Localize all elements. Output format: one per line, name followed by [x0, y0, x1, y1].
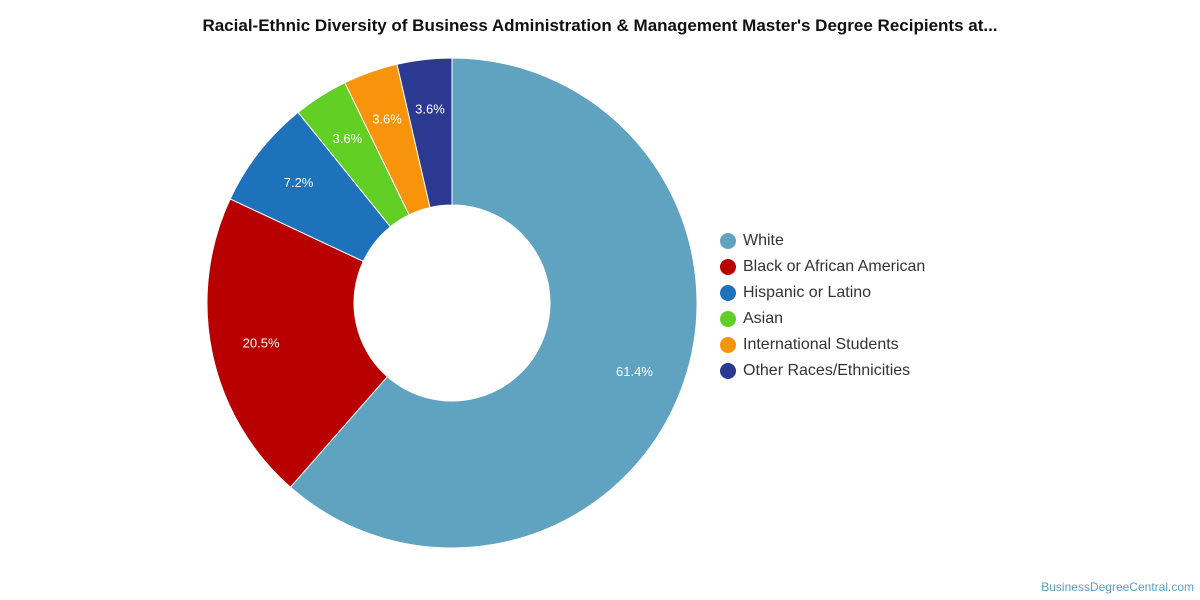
chart-legend: White Black or African American Hispanic o… [720, 228, 925, 384]
legend-item-black-or-african-american[interactable]: Black or African American [720, 254, 925, 280]
donut-slice-labels: 61.4% 20.5% 7.2% 3.6% 3.6% 3.6% [243, 102, 654, 379]
legend-item-hispanic-or-latino[interactable]: Hispanic or Latino [720, 280, 925, 306]
slice-other-races-ethnicities[interactable] [396, 57, 453, 209]
legend-swatch-icon [720, 363, 736, 379]
slice-label-asian: 3.6% [333, 131, 363, 146]
legend-label: Asian [743, 310, 784, 327]
legend-swatch-icon [720, 259, 736, 275]
legend-swatch-icon [720, 311, 736, 327]
legend-label: Black or African American [743, 258, 926, 275]
legend-label: White [743, 232, 784, 249]
chart-title: Racial-Ethnic Diversity of Business Admi… [202, 16, 998, 35]
slice-label-international-students: 3.6% [372, 112, 402, 127]
legend-label: Hispanic or Latino [743, 284, 872, 301]
slice-label-white: 61.4% [616, 364, 653, 379]
legend-item-white[interactable]: White [720, 228, 925, 254]
legend-swatch-icon [720, 285, 736, 301]
legend-item-other-races-ethnicities[interactable]: Other Races/Ethnicities [720, 358, 925, 384]
legend-label: International Students [743, 336, 899, 353]
slice-black-or-african-american[interactable] [206, 198, 389, 488]
slice-label-hispanic-or-latino: 7.2% [284, 175, 314, 190]
legend-item-international-students[interactable]: International Students [720, 332, 925, 358]
legend-item-asian[interactable]: Asian [720, 306, 925, 332]
slice-label-black-or-african-american: 20.5% [243, 335, 280, 350]
donut-slices [206, 57, 698, 549]
legend-label: Other Races/Ethnicities [743, 362, 911, 379]
source-credit-link[interactable]: BusinessDegreeCentral.com [1041, 580, 1194, 594]
slice-label-other-races-ethnicities: 3.6% [415, 102, 445, 117]
legend-swatch-icon [720, 337, 736, 353]
slice-white[interactable] [289, 57, 698, 549]
legend-swatch-icon [720, 233, 736, 249]
